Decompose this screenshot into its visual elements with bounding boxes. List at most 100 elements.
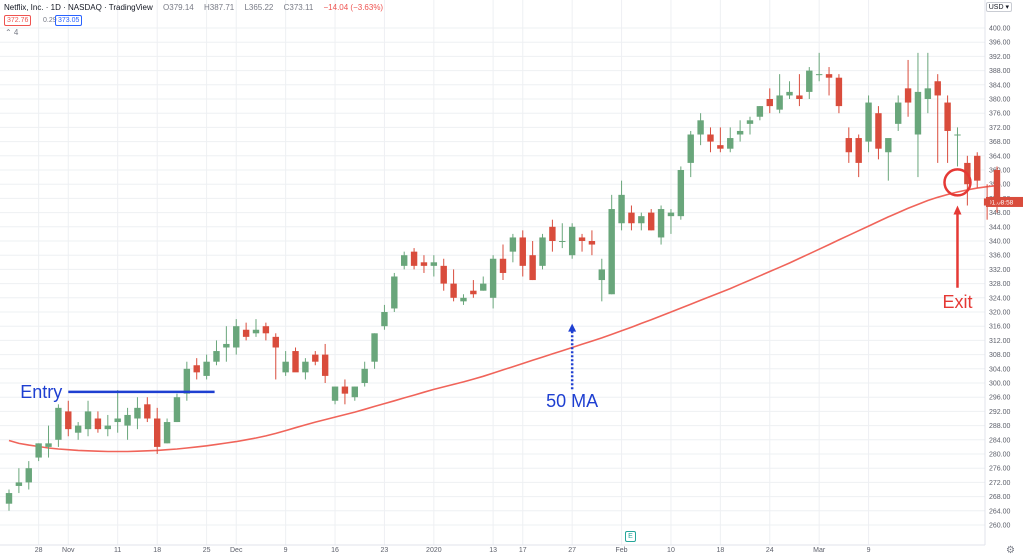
candle-body (766, 99, 773, 107)
price-tick-label: 284.00 (989, 437, 1011, 444)
candle-body (489, 258, 497, 298)
candle-body (371, 333, 378, 362)
time-tick-label: 18 (153, 547, 161, 554)
time-tick-label: 18 (716, 547, 724, 554)
time-tick-label: 25 (203, 547, 211, 554)
price-tick-label: 344.00 (989, 224, 1011, 231)
last-price-tag (986, 196, 1023, 207)
candle-body (5, 493, 13, 504)
time-tick-label: 2020 (426, 547, 442, 554)
candles (5, 52, 1001, 511)
time-tick-label: Mar (813, 547, 826, 554)
candle-body (648, 212, 655, 231)
candle-body (154, 418, 161, 447)
candle-body (213, 351, 220, 362)
price-axis[interactable]: 260.00 264.00 268.00 272.00 276.00 280.00 284.… (986, 26, 1023, 530)
ohlc-close: C373.11 (283, 3, 314, 12)
collapse-legend-button[interactable]: ⌃ 4 (5, 28, 19, 37)
candle-body (667, 212, 675, 217)
price-tick-label: 332.00 (989, 267, 1011, 274)
annotations: Entry 50 MA Exit (20, 168, 972, 411)
candle-body (262, 326, 270, 334)
candle-body (341, 386, 349, 394)
candle-body (865, 102, 872, 142)
price-tick-label: 308.00 (989, 352, 1011, 359)
price-tick-label: 292.00 (989, 409, 1011, 416)
candle-body (351, 386, 358, 398)
candle-body (84, 411, 92, 430)
candle-body (835, 77, 843, 107)
candle-body (628, 212, 635, 224)
time-tick-label: 13 (489, 547, 497, 554)
candle-body (252, 329, 260, 334)
time-tick-label: 27 (568, 547, 576, 554)
candle-body (282, 361, 289, 373)
candle-body (727, 138, 734, 149)
time-tick-label: 28 (35, 547, 43, 554)
candle-body (559, 241, 566, 242)
candle-body (420, 262, 428, 266)
time-tick-label: 23 (381, 547, 389, 554)
symbol-title[interactable]: Netflix, Inc. · 1D · NASDAQ · TradingVie… (4, 3, 153, 12)
symbol-header: Netflix, Inc. · 1D · NASDAQ · TradingVie… (4, 3, 383, 12)
candle-body (618, 194, 625, 224)
candle-body (746, 120, 754, 124)
time-tick-label: Nov (62, 547, 75, 554)
candle-body (35, 443, 42, 458)
time-tick-label: 11 (114, 547, 121, 554)
candle-body (183, 368, 191, 394)
candle-body (499, 258, 507, 273)
candle-body (25, 468, 32, 483)
candle-body (272, 336, 279, 348)
price-tick-label: 388.00 (989, 68, 1011, 75)
candle-body (825, 74, 833, 78)
candle-body (480, 283, 487, 291)
candle-body (924, 88, 932, 99)
candle-body (638, 216, 645, 224)
price-tick-label: 368.00 (989, 139, 1011, 146)
price-tick-label: 340.00 (989, 239, 1011, 246)
candle-body (193, 365, 200, 373)
ask-price-button[interactable]: 373.05 (55, 15, 83, 26)
price-tick-label: 400.00 (989, 26, 1011, 33)
candle-body (806, 70, 813, 92)
price-tick-label: 264.00 (989, 508, 1011, 515)
ma-label: 50 MA (546, 391, 598, 411)
ohlc-open: O379.14 (163, 3, 194, 12)
price-tick-label: 268.00 (989, 494, 1011, 501)
price-tick-label: 296.00 (989, 395, 1011, 402)
candle-body (796, 95, 803, 99)
candle-body (578, 237, 586, 241)
price-tick-label: 372.00 (989, 125, 1011, 132)
candle-body (697, 120, 704, 135)
candle-body (588, 241, 596, 245)
candle-body (944, 102, 951, 131)
candle-body (401, 255, 408, 266)
time-tick-label: 24 (766, 547, 774, 554)
candle-body (450, 283, 457, 298)
candle-body (163, 422, 171, 444)
currency-selector[interactable]: USD ▾ (985, 2, 1012, 12)
candle-body (974, 155, 981, 181)
ma-arrow-head (568, 323, 577, 332)
price-tick-label: 276.00 (989, 466, 1011, 473)
candle-body (717, 145, 724, 149)
candle-body (568, 226, 576, 256)
price-tick-label: 336.00 (989, 253, 1011, 260)
price-tick-label: 328.00 (989, 281, 1011, 288)
candle-body (460, 297, 467, 302)
time-axis[interactable]: 28 Nov 11 18 25 Dec 9 16 23 2020 13 17 27 Feb 10 18 24 Ma… (35, 547, 871, 554)
candle-body (549, 226, 556, 241)
candle-body (312, 354, 319, 362)
candle-body (65, 411, 72, 430)
candle-body (993, 170, 1001, 202)
price-tick-label: 316.00 (989, 324, 1011, 331)
candle-body (707, 134, 714, 142)
candle-body (914, 91, 922, 135)
candle-body (203, 361, 210, 376)
bid-price-button[interactable]: 372.76 (4, 15, 32, 26)
settings-gear-icon[interactable]: ⚙ (1006, 545, 1015, 556)
price-tick-label: 348.00 (989, 210, 1011, 217)
tradingview-logo-icon: E (625, 531, 636, 542)
